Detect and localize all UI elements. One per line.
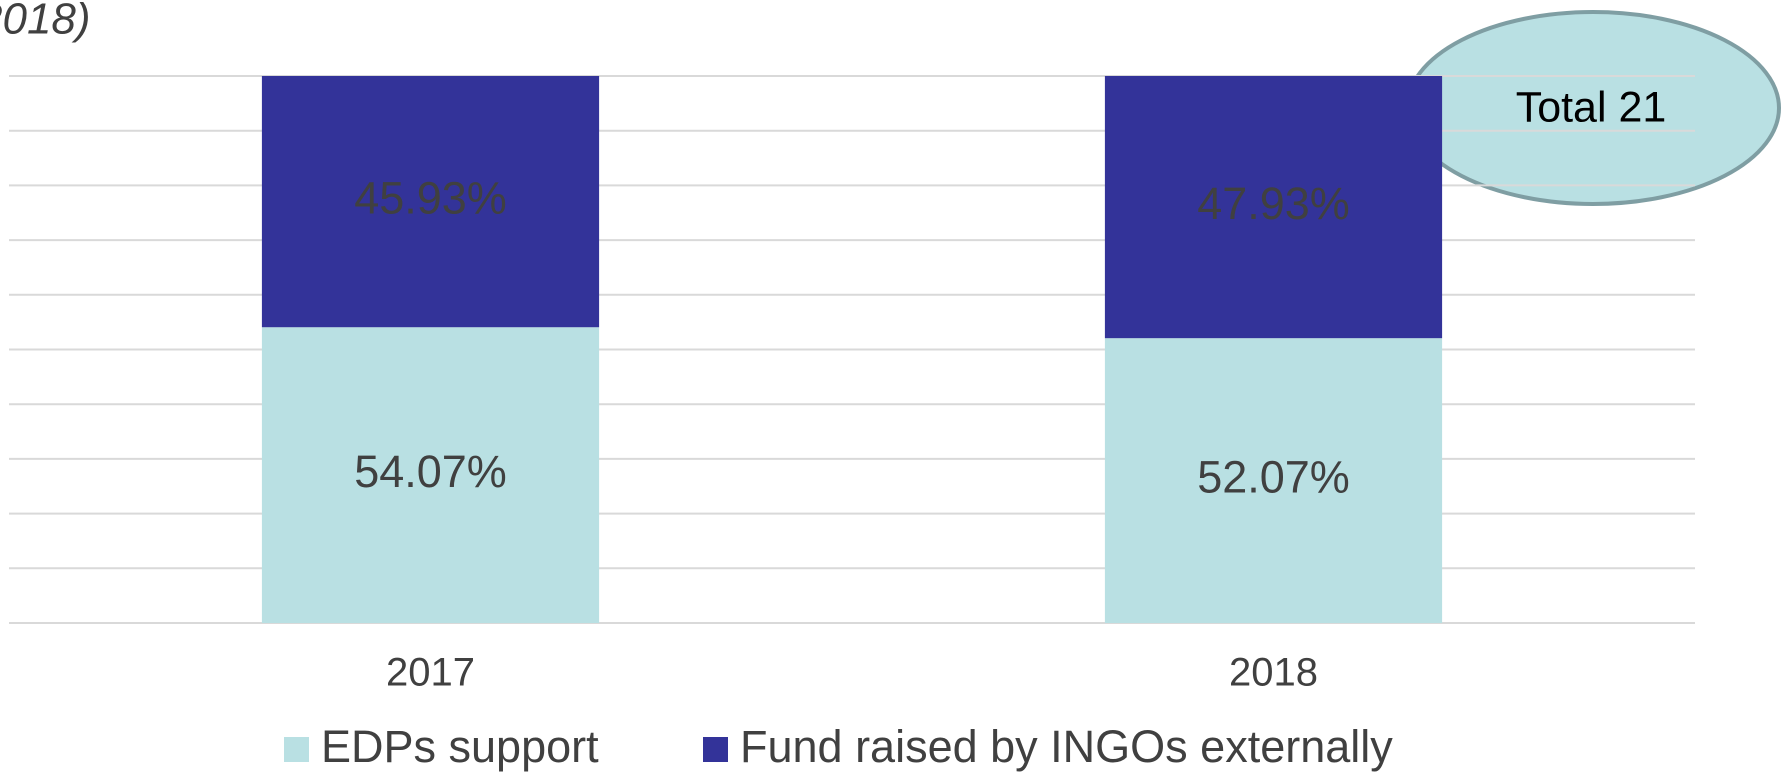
x-tick-label: 2018 — [1229, 651, 1318, 695]
bar-segment — [1104, 76, 1443, 339]
value-label: 45.93% — [354, 173, 507, 224]
bar-segment — [1104, 338, 1443, 623]
x-tick-label: 2017 — [386, 651, 475, 695]
value-label: 52.07% — [1197, 451, 1350, 502]
annotation: Total 21 — [1516, 83, 1667, 131]
legend-swatch — [703, 737, 728, 762]
legend-swatch — [284, 737, 309, 762]
bar-segment — [261, 76, 600, 328]
legend-label: EDPs support — [321, 721, 599, 772]
value-label: 54.07% — [354, 446, 507, 497]
legend-label: Fund raised by INGOs externally — [740, 721, 1393, 772]
chart-title: 2018) — [0, 0, 91, 44]
bar-segment — [261, 327, 600, 623]
value-label: 47.93% — [1197, 178, 1350, 229]
